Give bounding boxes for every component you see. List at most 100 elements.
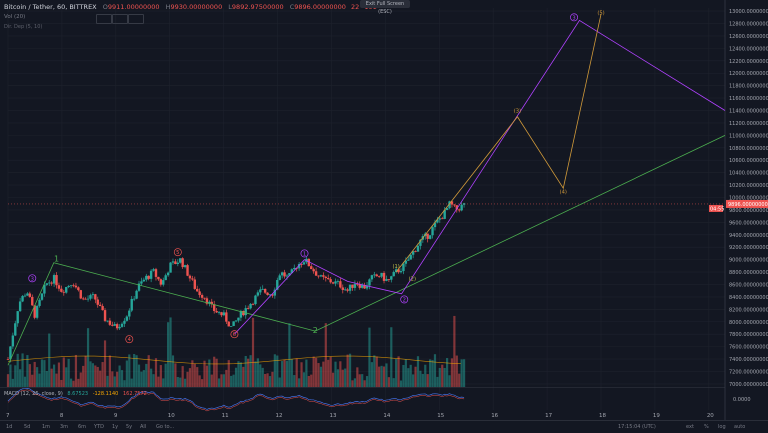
goto-button[interactable]: Go to... [156, 424, 175, 430]
range-3m[interactable]: 3m [60, 424, 69, 430]
y-tick-label: 8000.00000000 [729, 320, 768, 326]
volume-bar [60, 379, 63, 387]
candle-body [69, 285, 73, 287]
range-1y[interactable]: 1y [112, 424, 119, 430]
volume-bar [365, 376, 369, 387]
candle-body [123, 320, 126, 324]
volume-bar [103, 340, 107, 387]
volume-bar [198, 375, 201, 387]
candle-body [89, 295, 92, 299]
volume-bar [14, 365, 17, 387]
volume-bar [23, 376, 27, 387]
volume-bar [300, 362, 303, 387]
candle-body [234, 320, 238, 322]
volume-bar [455, 355, 458, 387]
symbol-name[interactable]: Bitcoin / Tether, 60, BITTREX [4, 3, 97, 11]
volume-bar [429, 359, 432, 387]
wave-label-text: (5) [597, 10, 604, 16]
volume-bar [458, 373, 461, 387]
volume-bar [137, 364, 141, 387]
range-5d[interactable]: 5d [24, 424, 31, 430]
candle-body [135, 290, 138, 299]
candle-body [196, 288, 199, 292]
indicator-close-button[interactable] [128, 14, 144, 24]
log-toggle[interactable]: log [718, 424, 726, 430]
candle-body [402, 263, 405, 272]
range-ytd[interactable]: YTD [94, 424, 104, 430]
candle-body [55, 275, 58, 286]
volume-bar [441, 364, 444, 387]
candle-body [259, 289, 262, 293]
volume-bar [433, 354, 437, 387]
range-6m[interactable]: 6m [78, 424, 87, 430]
volume-bar [334, 361, 337, 387]
indicator-settings-button[interactable] [96, 14, 112, 24]
wave-label: 1 [300, 249, 309, 257]
range-1m[interactable]: 1m [42, 424, 51, 430]
candle-body [256, 292, 260, 296]
range-1d[interactable]: 1d [6, 424, 13, 430]
y-tick-label: 8400.00000000 [729, 295, 768, 301]
volume-bar [21, 353, 24, 387]
volume-bar [210, 374, 213, 387]
candle-body [336, 281, 340, 283]
volume-bar [407, 368, 410, 387]
candle-body [21, 296, 24, 302]
candle-body [460, 204, 463, 211]
candle-body [67, 285, 70, 288]
wave-label: 3 [570, 13, 579, 21]
volume-bar [179, 377, 182, 387]
volume-bar [295, 358, 298, 387]
volume-bar [329, 356, 332, 387]
x-tick-label: 18 [599, 413, 606, 419]
ext-toggle[interactable]: ext [686, 424, 694, 430]
dm-indicator-label[interactable]: Dir. Dep (5, 10) [4, 24, 43, 30]
range-all[interactable]: All [140, 424, 147, 430]
volume-bar [183, 378, 187, 387]
x-tick-label: 13 [329, 413, 336, 419]
candle-body [183, 265, 187, 268]
volume-bar [453, 315, 456, 387]
macd-label[interactable]: MACD (12, 26, close, 9) 8.67523 -128.114… [4, 391, 147, 397]
volume-bar [140, 371, 143, 387]
volume-bar [215, 358, 218, 387]
exit-fullscreen-button[interactable]: Exit Full Screen (ESC) [360, 0, 410, 15]
volume-bar [130, 378, 133, 387]
volume-bar [290, 358, 293, 387]
percent-toggle[interactable]: % [704, 424, 709, 430]
volume-bar [317, 363, 320, 387]
volume-bar [133, 353, 136, 387]
change-value: 22 [351, 3, 360, 11]
volume-bar [174, 363, 177, 387]
symbol-header: Bitcoin / Tether, 60, BITTREX O9911.0000… [4, 3, 377, 11]
wave-label-text: (3) [514, 109, 521, 115]
candle-body [23, 295, 27, 297]
auto-toggle[interactable]: auto [734, 424, 746, 430]
candle-body [261, 288, 264, 290]
candle-body [356, 283, 359, 285]
macd-tick-label: 0.0000 [733, 397, 751, 403]
volume-bar [225, 369, 228, 387]
candle-body [77, 287, 80, 291]
indicator-hide-button[interactable] [112, 14, 128, 24]
wave-label: (3) [514, 109, 521, 115]
candle-body [103, 310, 107, 321]
volume-bar [128, 354, 131, 387]
wave-label: 2 [313, 326, 318, 335]
candle-body [370, 275, 374, 280]
volume-bar [86, 328, 90, 387]
volume-bar [392, 378, 395, 387]
volume-ma [7, 355, 461, 365]
candle-body [363, 285, 366, 289]
volume-bar [135, 355, 138, 387]
y-tick-label: 11400.00000000 [729, 109, 768, 115]
candle-body [43, 284, 46, 294]
range-5y[interactable]: 5y [126, 424, 133, 430]
wave-label: 3 [28, 274, 37, 282]
volume-bar [261, 367, 264, 387]
volume-bar [251, 317, 255, 387]
x-tick-label: 8 [60, 413, 64, 419]
volume-indicator-label[interactable]: Vol (20) [4, 14, 26, 20]
volume-bar [106, 375, 109, 387]
